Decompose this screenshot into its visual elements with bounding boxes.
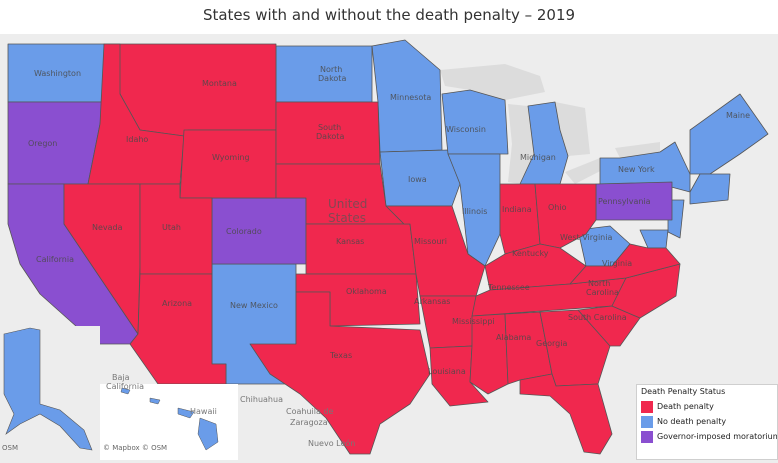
hawaii-attribution: © Mapbox © OSM [103,444,168,452]
legend-title: Death Penalty Status [641,387,726,396]
island-big-island[interactable] [197,417,219,451]
label-louisiana: Louisiana [428,367,466,376]
label-montana: Montana [202,79,237,88]
label-north-dakota-1: North [320,65,342,74]
label-idaho: Idaho [126,135,148,144]
label-chihuahua: Chihuahua [240,395,283,404]
lake-ontario [615,142,660,158]
label-arizona: Arizona [162,299,192,308]
label-north-carolina-2: Carolina [586,288,619,297]
label-new-york: New York [618,165,655,174]
label-iowa: Iowa [408,175,427,184]
label-minnesota: Minnesota [390,93,431,102]
state-south-carolina[interactable] [577,305,641,347]
label-oklahoma: Oklahoma [346,287,387,296]
state-mississippi[interactable] [469,313,509,395]
island-oahu[interactable] [149,397,161,405]
us-map[interactable]: Washington Oregon California Nevada Idah… [0,34,778,463]
label-wisconsin: Wisconsin [446,125,486,134]
label-ohio: Ohio [548,203,567,212]
legend-item-no-death-penalty[interactable]: No death penalty [641,414,773,429]
state-alaska[interactable] [3,327,93,451]
lake-michigan [508,104,534,184]
label-south-dakota-1: South [318,123,341,132]
legend-swatch-moratorium [641,430,653,443]
label-nevada: Nevada [92,223,123,232]
label-baja-1: Baja [112,373,130,382]
state-michigan[interactable] [519,101,569,185]
label-alabama: Alabama [496,333,531,342]
states [7,39,769,455]
label-california: California [36,255,74,264]
chart-title: States with and without the death penalt… [202,6,576,24]
legend-item-death-penalty[interactable]: Death penalty [641,399,773,414]
label-pennsylvania: Pennsylvania [598,197,651,206]
alaska-attribution: OSM [2,444,18,452]
label-tennessee: Tennessee [487,283,530,292]
label-west-virginia: West Virginia [560,233,612,242]
label-oregon: Oregon [28,139,57,148]
state-florida[interactable] [519,373,613,455]
state-texas[interactable] [249,291,431,455]
label-kentucky: Kentucky [512,249,549,258]
label-south-dakota-2: Dakota [316,132,344,141]
label-new-mexico: New Mexico [230,301,278,310]
label-country-1: United [328,197,367,211]
lake-huron [555,102,590,156]
label-north-carolina-1: North [588,279,610,288]
label-coahuila-1: Coahuila de [286,407,333,416]
label-hawaii: Hawaii [190,407,217,416]
label-wyoming: Wyoming [212,153,250,162]
island-maui[interactable] [177,407,195,419]
lake-superior [440,64,545,100]
legend[interactable]: Death Penalty Status Death penalty No de… [636,384,778,460]
label-colorado: Colorado [226,227,262,236]
state-wyoming[interactable] [179,129,277,199]
label-virginia: Virginia [602,259,632,268]
island-kauai[interactable] [120,387,131,395]
state-virginia[interactable] [569,243,681,285]
label-country-2: States [328,211,366,225]
legend-swatch-death-penalty [641,400,653,413]
legend-label: Death penalty [657,402,714,411]
lake-erie [565,158,610,184]
label-south-carolina: South Carolina [568,313,627,322]
label-arkansas: Arkansas [414,297,450,306]
label-michigan: Michigan [520,153,556,162]
label-mississippi: Mississippi [452,317,495,326]
legend-item-moratorium[interactable]: Governor-imposed moratorium [641,429,777,444]
state-new-england[interactable] [689,93,769,175]
label-maine: Maine [726,111,750,120]
label-utah: Utah [162,223,181,232]
label-kansas: Kansas [336,237,364,246]
label-texas: Texas [329,351,352,360]
label-north-dakota-2: Dakota [318,74,346,83]
legend-label: Governor-imposed moratorium [657,432,778,441]
map-svg: Washington Oregon California Nevada Idah… [0,34,778,463]
label-baja-2: California [106,382,144,391]
alaska-inset [0,326,100,460]
label-illinois: Illinois [462,207,487,216]
state-indiana[interactable] [499,183,541,255]
state-wisconsin[interactable] [441,89,509,155]
label-missouri: Missouri [414,237,447,246]
state-labels: Washington Oregon California Nevada Idah… [28,65,750,448]
legend-swatch-no-death-penalty [641,415,653,428]
label-coahuila-2: Zaragoza [290,418,328,427]
state-connecticut-ma[interactable] [689,173,731,205]
label-nuevo-leon: Nuevo León [308,438,355,448]
hawaii-inset: Baja California Hawaii [100,373,238,460]
label-georgia: Georgia [536,339,567,348]
label-washington: Washington [34,69,81,78]
state-kansas[interactable] [305,223,417,275]
legend-label: No death penalty [657,417,727,426]
label-indiana: Indiana [502,205,532,214]
